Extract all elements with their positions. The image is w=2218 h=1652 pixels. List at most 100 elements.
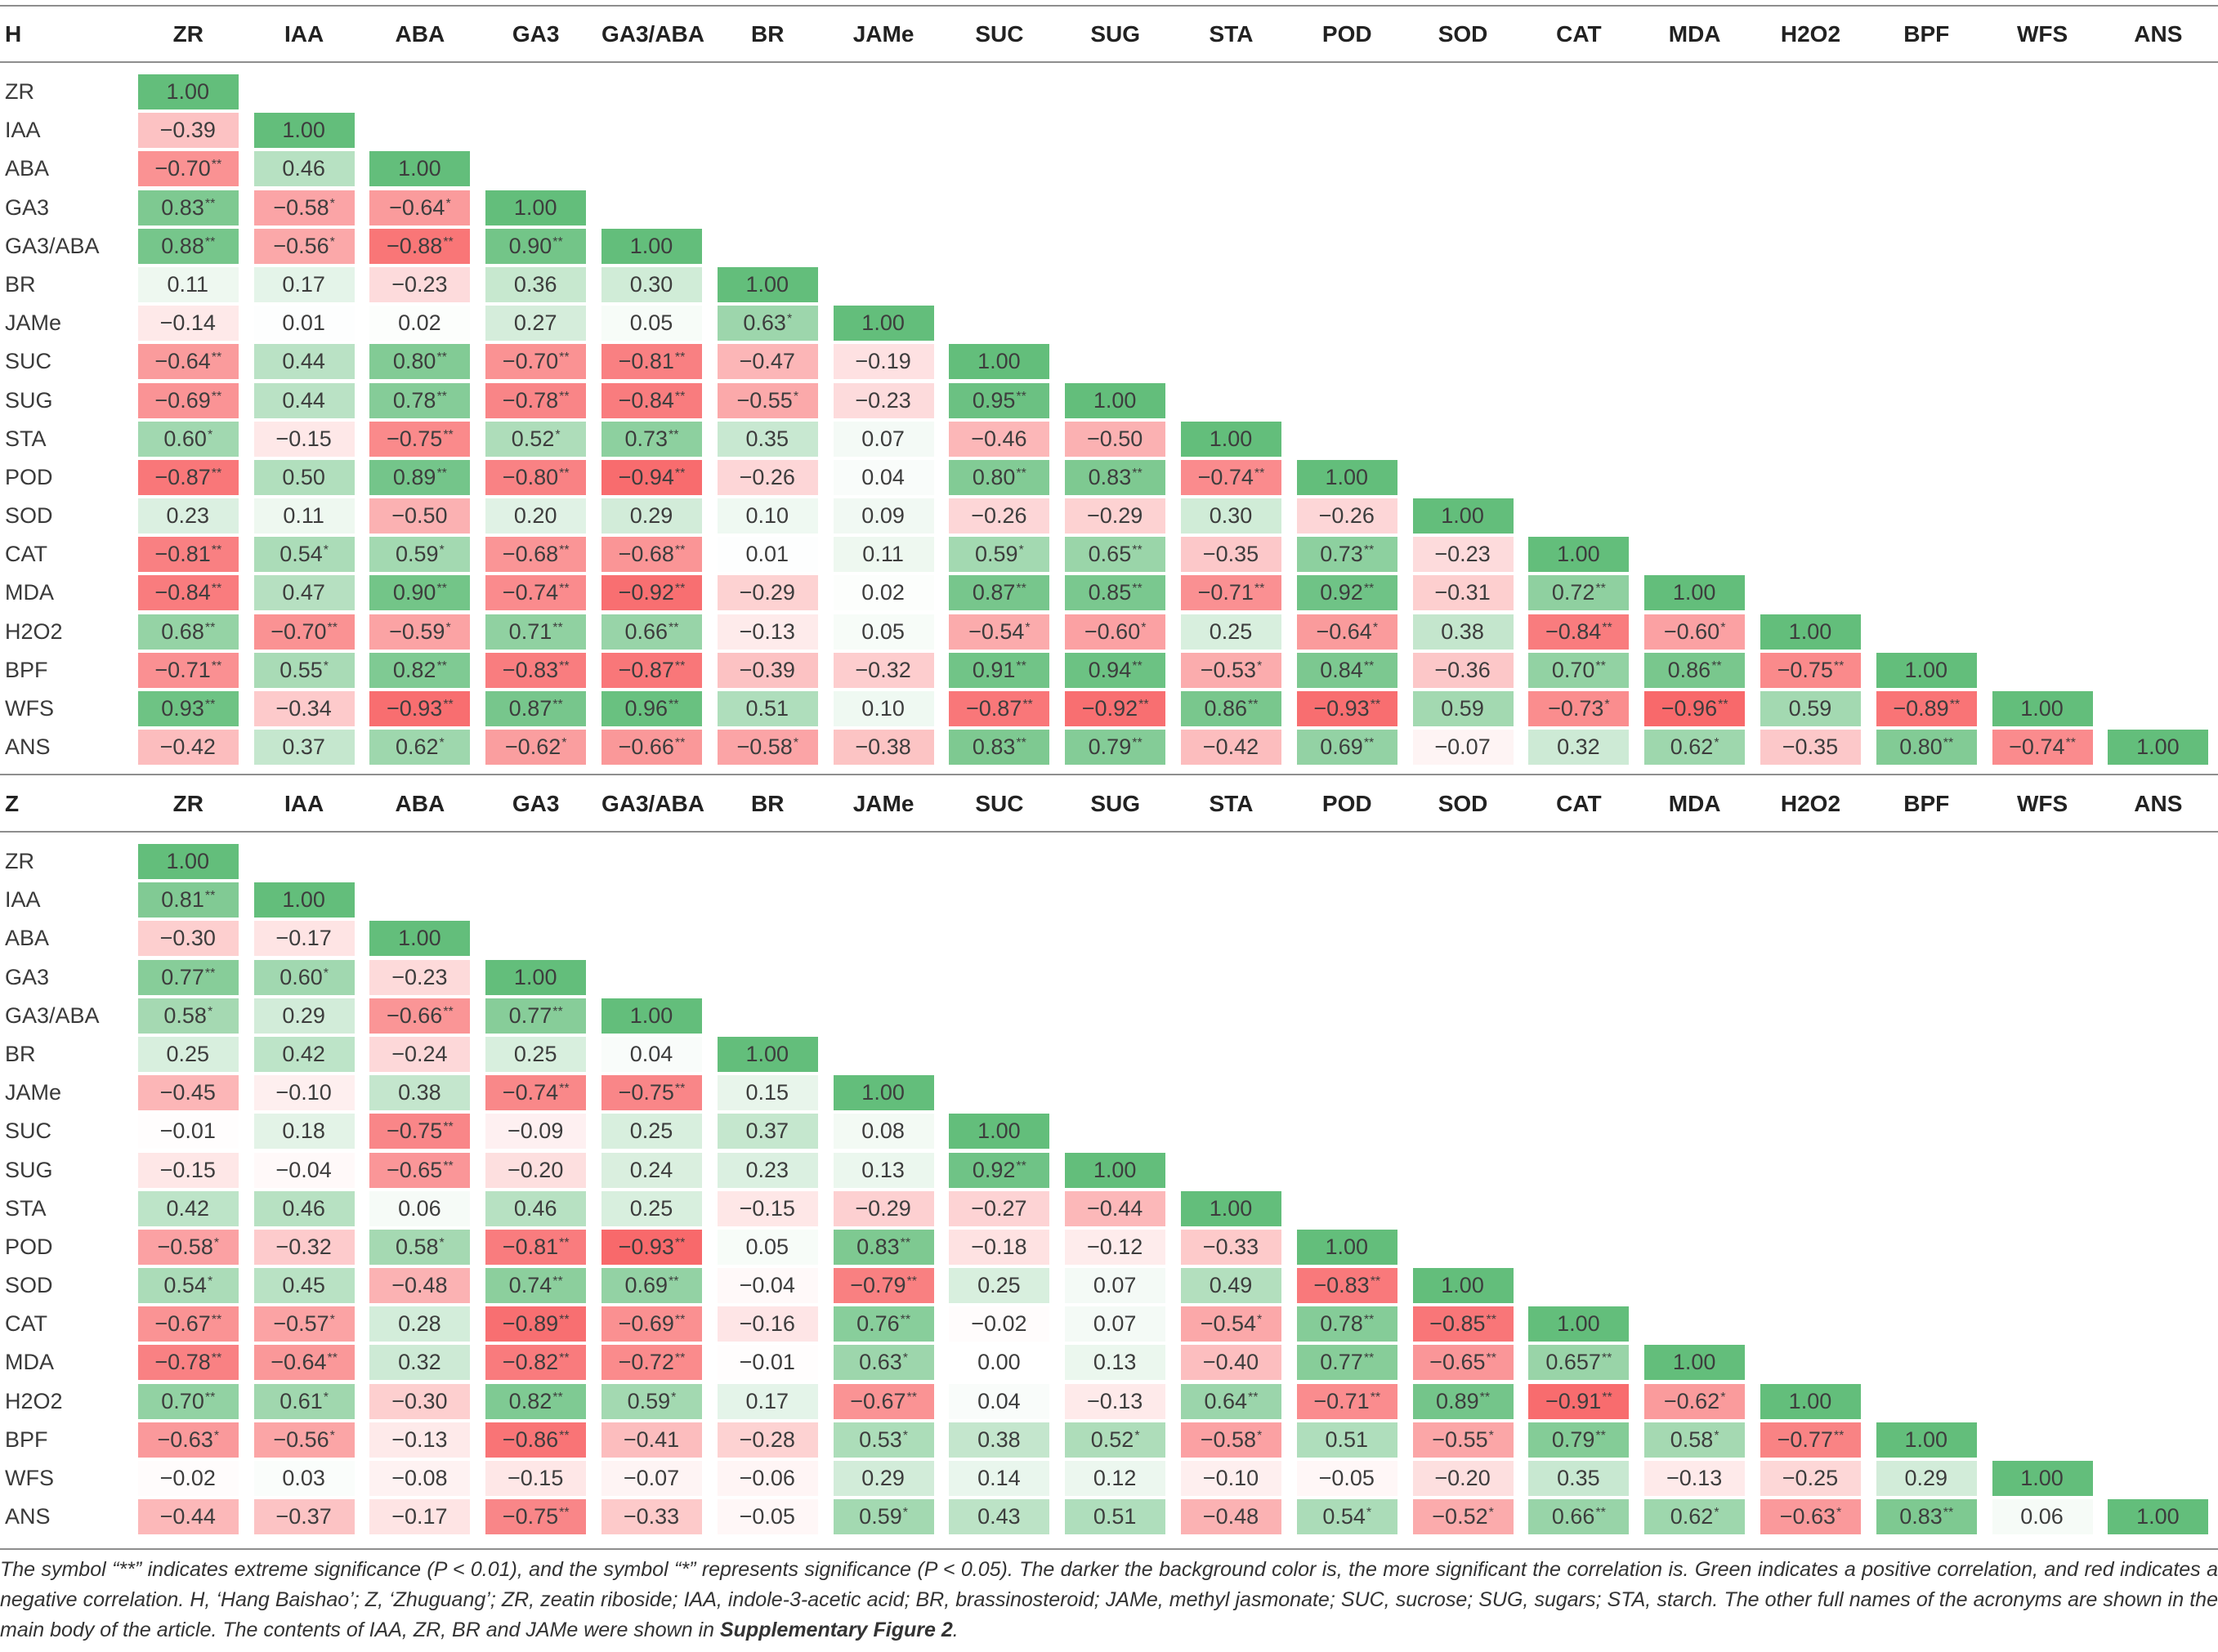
- cell-value: 0.11: [862, 542, 904, 567]
- cell-value: 0.46: [513, 1195, 557, 1221]
- cell-value: −0.05: [1318, 1466, 1375, 1490]
- z-cell-wfs-vs-ga3: −0.15: [485, 1461, 587, 1496]
- z-cell-h2o2-vs-ga3: 0.82**: [485, 1383, 587, 1419]
- z-cell-h2o2-vs-jame: −0.67**: [833, 1383, 934, 1419]
- cell-value: 0.47: [282, 580, 325, 605]
- z-column-header-bpf: BPF: [1903, 790, 1950, 816]
- h-column-header-br: BR: [751, 20, 785, 47]
- h-cell-sod-vs-br: 0.10: [717, 498, 818, 534]
- z-row-label-iaa: IAA: [5, 887, 41, 913]
- cell-value: 0.83: [972, 734, 1016, 760]
- cell-value: 0.09: [861, 503, 905, 529]
- corner-label-z: Z: [5, 790, 20, 816]
- h-cell-ans-vs-sug: 0.79**: [1065, 730, 1166, 766]
- significance-marker: **: [559, 543, 570, 558]
- cell-value: 0.01: [745, 542, 789, 567]
- z-cell-ga3-aba-vs-ga3: 0.77**: [485, 998, 587, 1034]
- cell-value: −0.59: [389, 618, 445, 644]
- cell-value: 0.49: [1209, 1273, 1253, 1298]
- cell-value: −0.23: [855, 387, 911, 413]
- z-cell-sug-vs-sug: 1.00: [1065, 1152, 1166, 1188]
- cell-value: 0.85: [1088, 580, 1132, 605]
- h-cell-ga3-aba-vs-ga3: 0.90**: [485, 228, 587, 264]
- z-cell-suc-vs-ga3-aba: 0.25: [601, 1114, 702, 1150]
- cell-value: 0.29: [1904, 1466, 1948, 1490]
- cell-value: 0.06: [398, 1195, 441, 1221]
- h-cell-ans-vs-jame: −0.38: [833, 730, 934, 766]
- table-separator-rule: [0, 774, 2218, 775]
- significance-marker: **: [1016, 389, 1026, 404]
- cell-value: −0.66: [618, 734, 674, 760]
- cell-value: 0.38: [977, 1427, 1021, 1452]
- cell-value: 0.30: [1209, 503, 1253, 529]
- cell-value: 0.58: [163, 1002, 207, 1028]
- cell-value: 0.82: [508, 1388, 552, 1413]
- h-column-header-aba: ABA: [395, 20, 445, 47]
- h-column-header-sta: STA: [1209, 20, 1254, 47]
- significance-marker: **: [1016, 582, 1026, 596]
- cell-value: 1.00: [2020, 1466, 2064, 1490]
- cell-value: 0.02: [398, 310, 441, 336]
- z-cell-bpf-vs-aba: −0.13: [369, 1422, 471, 1458]
- significance-marker: **: [1602, 1390, 1612, 1404]
- cell-value: 0.10: [861, 696, 905, 721]
- significance-marker: *: [793, 389, 799, 404]
- z-cell-ans-vs-aba: −0.17: [369, 1499, 471, 1535]
- significance-marker: *: [1488, 1506, 1494, 1520]
- significance-marker: *: [329, 234, 335, 249]
- significance-marker: **: [674, 736, 686, 751]
- h-row-label-bpf: BPF: [5, 657, 48, 682]
- significance-marker: *: [1366, 1506, 1372, 1520]
- cell-value: 0.52: [1090, 1427, 1134, 1452]
- z-cell-br-vs-ga3-aba: 0.04: [601, 1036, 702, 1072]
- z-column-header-ga3-aba: GA3/ABA: [601, 790, 704, 816]
- z-cell-pod-vs-iaa: −0.32: [253, 1229, 355, 1265]
- cell-value: −0.10: [275, 1080, 332, 1105]
- h-cell-sod-vs-ga3: 0.20: [485, 498, 587, 534]
- cell-value: 1.00: [977, 1118, 1021, 1144]
- z-cell-sod-vs-zr: 0.54*: [137, 1268, 239, 1304]
- cell-value: 1.00: [1441, 503, 1484, 529]
- significance-marker: *: [1257, 1428, 1263, 1443]
- significance-marker: *: [329, 196, 335, 211]
- h-row-label-sta: STA: [5, 426, 47, 451]
- cell-value: 0.73: [624, 426, 669, 451]
- z-cell-sug-vs-aba: −0.65**: [369, 1152, 471, 1188]
- h-row-label-wfs: WFS: [5, 696, 54, 721]
- z-row-label-jame: JAMe: [5, 1080, 62, 1105]
- h-cell-cat-vs-suc: 0.59*: [949, 537, 1050, 573]
- z-cell-h2o2-vs-sta: 0.64**: [1180, 1383, 1281, 1419]
- z-cell-sug-vs-br: 0.23: [717, 1152, 818, 1188]
- cell-value: −0.26: [971, 503, 1027, 529]
- h-cell-h2o2-vs-iaa: −0.70**: [253, 614, 355, 650]
- significance-marker: **: [674, 466, 686, 480]
- z-cell-cat-vs-sod: −0.85**: [1412, 1306, 1514, 1342]
- cell-value: −0.69: [154, 387, 211, 413]
- z-cell-cat-vs-cat: 1.00: [1528, 1306, 1630, 1342]
- z-cell-wfs-vs-ga3-aba: −0.07: [601, 1461, 702, 1496]
- z-column-header-sod: SOD: [1438, 790, 1488, 816]
- cell-value: −0.63: [1779, 1504, 1836, 1529]
- significance-marker: **: [674, 582, 686, 596]
- cell-value: 0.77: [508, 1002, 552, 1028]
- cell-value: 0.84: [1320, 657, 1363, 682]
- h-cell-sod-vs-ga3-aba: 0.29: [601, 498, 702, 534]
- z-cell-ga3-vs-iaa: 0.60*: [253, 959, 355, 995]
- cell-value: −0.08: [391, 1466, 448, 1490]
- significance-marker: **: [1363, 659, 1375, 673]
- significance-marker: **: [436, 582, 447, 596]
- significance-marker: **: [674, 389, 686, 404]
- h-cell-sta-vs-ga3-aba: 0.73**: [601, 421, 702, 457]
- h-cell-sta-vs-ga3: 0.52*: [485, 421, 587, 457]
- cell-value: 0.04: [861, 464, 905, 489]
- significance-marker: **: [900, 1313, 911, 1328]
- h-cell-mda-vs-sug: 0.85**: [1065, 575, 1166, 611]
- cell-value: 1.00: [1093, 387, 1137, 413]
- significance-marker: **: [211, 158, 222, 172]
- z-cell-pod-vs-sug: −0.12: [1065, 1229, 1166, 1265]
- h-column-header-ga3: GA3: [512, 20, 560, 47]
- cell-value: 0.77: [1320, 1350, 1363, 1375]
- cell-value: 0.59: [395, 542, 439, 567]
- z-cell-suc-vs-suc: 1.00: [949, 1114, 1050, 1150]
- cell-value: 0.78: [392, 387, 436, 413]
